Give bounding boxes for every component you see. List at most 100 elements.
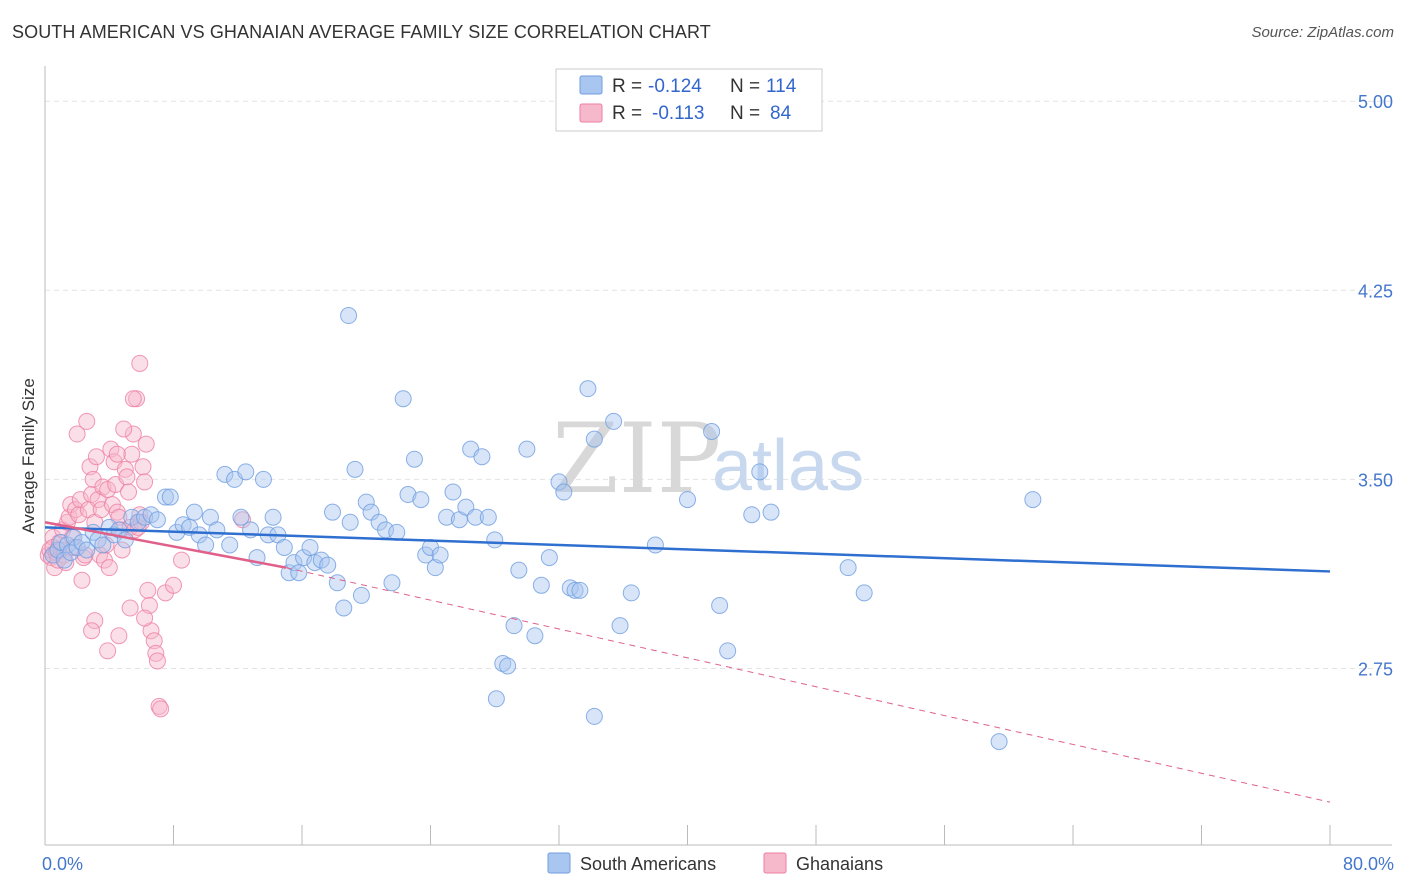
series-legend-swatch-south-americans <box>547 852 571 874</box>
ghanaians-point-67 <box>148 652 166 670</box>
south-americans-point-68 <box>412 491 430 509</box>
ghanaians-point-69 <box>152 700 170 718</box>
ghanaians-point-72 <box>115 420 133 438</box>
ghanaians-point-59 <box>134 458 152 476</box>
ghanaians-trend-line-extrapolated <box>285 567 1331 803</box>
south-americans-point-46 <box>290 564 308 582</box>
south-americans-point-0 <box>44 546 62 564</box>
ghanaians-point-19 <box>68 425 86 443</box>
south-americans-point-27 <box>185 503 203 521</box>
ghanaians-point-74 <box>99 642 117 660</box>
legend-r-label-2: R = <box>612 103 642 124</box>
south-americans-point-71 <box>426 559 444 577</box>
south-americans-point-9 <box>78 541 96 559</box>
ghanaians-point-73 <box>108 445 126 463</box>
ghanaians-point-33 <box>91 546 109 564</box>
ghanaians-point-68 <box>150 697 168 715</box>
south-americans-point-112 <box>1024 491 1042 509</box>
ghanaians-point-70 <box>131 354 149 372</box>
south-americans-point-12 <box>94 536 112 554</box>
y-axis-label: Average Family Size <box>19 378 38 534</box>
south-americans-point-108 <box>751 463 769 481</box>
legend-n-label-2: N = <box>730 103 760 124</box>
south-americans-points <box>44 307 1042 751</box>
legend-swatch-blue <box>579 75 603 95</box>
south-americans-point-66 <box>399 486 417 504</box>
y-tick-label-0: 2.75 <box>1358 660 1393 680</box>
watermark: ZIP atlas <box>552 403 864 515</box>
ghanaians-points <box>39 354 252 718</box>
ghanaians-point-31 <box>87 448 105 466</box>
south-americans-point-111 <box>855 584 873 602</box>
legend-r-value-1: -0.124 <box>648 76 702 97</box>
south-americans-point-90 <box>550 473 568 491</box>
south-americans-point-28 <box>190 526 208 544</box>
south-americans-trend-line <box>44 526 1331 573</box>
south-americans-point-103 <box>679 491 696 509</box>
south-americans-point-45 <box>285 554 303 572</box>
south-americans-point-92 <box>561 579 579 597</box>
series-legend: South Americans Ghanaians <box>547 852 883 874</box>
south-americans-point-93 <box>566 581 584 599</box>
south-americans-point-85 <box>510 561 528 579</box>
south-americans-point-109 <box>762 503 780 521</box>
south-americans-point-58 <box>357 493 375 511</box>
south-americans-point-65 <box>394 390 412 408</box>
south-americans-point-73 <box>438 508 456 526</box>
south-americans-point-23 <box>161 488 179 506</box>
series-legend-label-south-americans: South Americans <box>580 854 716 874</box>
south-americans-point-105 <box>711 596 729 614</box>
grid <box>45 100 1392 670</box>
south-americans-point-52 <box>324 503 342 521</box>
ghanaians-point-25 <box>78 412 96 430</box>
ghanaians-point-52 <box>123 445 141 463</box>
south-americans-point-99 <box>622 584 640 602</box>
south-americans-point-104 <box>703 423 721 441</box>
ghanaians-point-27 <box>81 458 99 476</box>
series-legend-swatch-ghanaians <box>763 852 787 874</box>
south-americans-point-96 <box>585 430 603 448</box>
chart-title: SOUTH AMERICAN VS GHANAIAN AVERAGE FAMIL… <box>12 22 711 42</box>
ghanaians-point-47 <box>113 541 131 559</box>
ghanaians-point-50 <box>120 483 138 501</box>
south-americans-point-74 <box>444 483 462 501</box>
south-americans-point-84 <box>505 617 523 635</box>
ghanaians-point-12 <box>57 554 75 572</box>
ghanaians-point-78 <box>121 599 139 617</box>
watermark-atlas: atlas <box>712 426 864 506</box>
south-americans-point-31 <box>208 521 226 539</box>
south-americans-point-53 <box>328 574 346 592</box>
ghanaians-point-53 <box>124 425 142 443</box>
legend-swatch-pink <box>579 103 603 123</box>
ghanaians-point-79 <box>136 609 154 627</box>
south-americans-point-16 <box>116 531 134 549</box>
south-americans-point-86 <box>518 440 536 458</box>
south-americans-point-39 <box>254 470 272 488</box>
south-americans-point-113 <box>990 733 1008 751</box>
south-americans-point-22 <box>156 488 174 506</box>
south-americans-point-63 <box>383 574 401 592</box>
series-legend-label-ghanaians: Ghanaians <box>796 854 883 874</box>
south-americans-point-87 <box>526 627 544 645</box>
x-tick-label-max: 80.0% <box>1343 854 1394 874</box>
south-americans-point-98 <box>611 617 629 635</box>
south-americans-point-83 <box>499 657 517 675</box>
south-americans-point-106 <box>719 642 737 660</box>
south-americans-point-56 <box>346 460 364 478</box>
south-americans-point-102 <box>646 536 664 554</box>
legend-n-label-1: N = <box>730 76 760 97</box>
south-americans-point-33 <box>221 536 239 554</box>
source-label: Source: ZipAtlas.com <box>1251 24 1394 41</box>
ghanaians-point-62 <box>139 581 157 599</box>
south-americans-point-81 <box>486 531 504 549</box>
south-americans-point-48 <box>301 538 319 556</box>
ghanaians-point-49 <box>118 468 136 486</box>
ghanaians-point-77 <box>110 627 128 645</box>
south-americans-point-55 <box>341 513 359 531</box>
ghanaians-point-71 <box>124 390 142 408</box>
south-americans-point-36 <box>237 463 255 481</box>
ghanaians-point-20 <box>70 506 88 524</box>
y-tick-labels: 2.75 3.50 4.25 5.00 <box>1358 92 1393 679</box>
south-americans-point-35 <box>232 508 250 526</box>
